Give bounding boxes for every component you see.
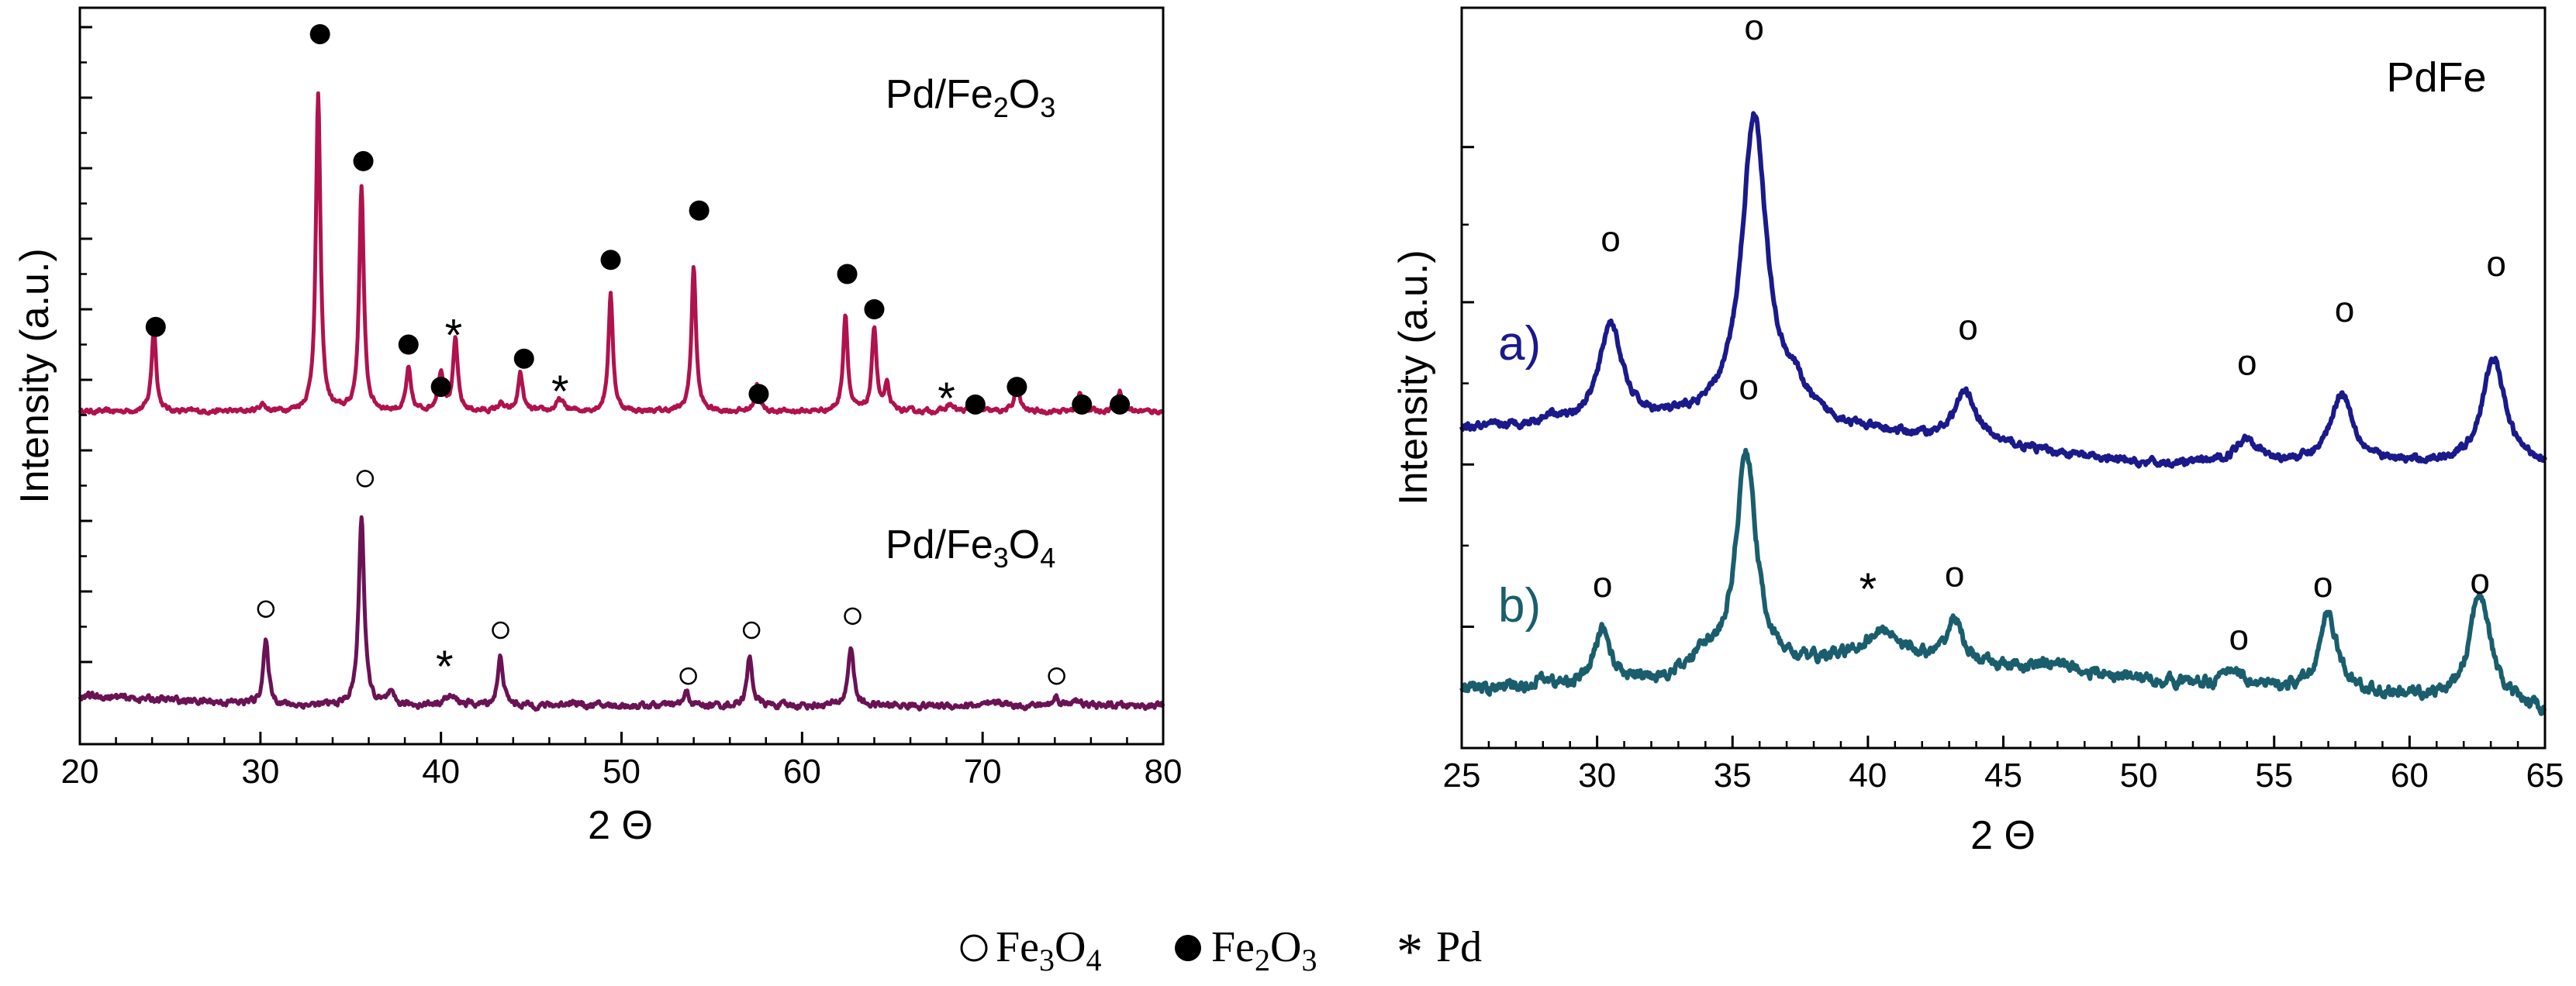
x-tick-label: 45 (1984, 757, 2022, 795)
peak-marker-fe3o4: o (1945, 553, 1965, 594)
peak-marker-fe2o3 (965, 394, 986, 415)
x-tick-label: 60 (783, 753, 821, 791)
right-peak-markers: o o o o o o o o * o o o o (1593, 7, 2506, 657)
x-tick-label: 60 (2391, 757, 2429, 795)
x-tick-label: 70 (964, 753, 1002, 791)
right-x-axis-label: 2 Θ (1970, 813, 2036, 858)
peak-marker-fe3o4: o (2237, 342, 2257, 382)
peak-marker-pd: * (551, 367, 569, 417)
left-x-axis-label: 2 Θ (588, 803, 653, 848)
right-series-group (1459, 111, 2547, 716)
series-line-1 (1459, 111, 2547, 469)
left-panel: * * * * 20 30 40 50 60 70 80 Pd/Fe2O3 Pd/Fe3O4 2 … (12, 6, 1183, 848)
peak-marker-fe2o3 (600, 250, 621, 271)
peak-marker-fe3o4: o (1739, 367, 1759, 407)
left-y-ticks (80, 26, 92, 664)
peak-marker-fe3o4: o (1601, 219, 1621, 259)
peak-marker-fe3o4 (679, 667, 697, 685)
x-tick-label: 35 (1714, 757, 1752, 795)
series-line-2 (1459, 447, 2547, 716)
right-y-axis-label: Intensity (a.u.) (1391, 250, 1436, 505)
series-label-pd-fe2o3: Pd/Fe2O3 (886, 72, 1055, 123)
left-peak-markers: * * * * (145, 24, 1131, 692)
peak-marker-fe3o4 (492, 621, 509, 640)
right-x-ticks: 25 30 35 40 45 50 55 60 65 (1443, 736, 2564, 795)
peak-marker-fe2o3 (1007, 377, 1027, 398)
peak-marker-fe3o4: o (1958, 307, 1978, 347)
peak-marker-fe2o3 (353, 150, 374, 171)
series-label-b: b) (1498, 579, 1541, 633)
peak-marker-fe3o4: o (2313, 564, 2333, 605)
peak-marker-fe3o4 (742, 621, 761, 640)
peak-marker-fe3o4 (257, 600, 275, 618)
peak-marker-fe3o4: o (2470, 560, 2490, 601)
x-tick-label: 65 (2526, 757, 2564, 795)
series-label-pd-fe3o4: Pd/Fe3O4 (886, 522, 1055, 574)
x-tick-label: 50 (603, 753, 641, 791)
peak-marker-pd: * (436, 642, 454, 692)
left-y-axis-label: Intensity (a.u.) (12, 248, 57, 503)
peak-marker-fe2o3 (398, 334, 419, 355)
peak-marker-fe3o4: o (2486, 243, 2506, 284)
legend-filled-circle-icon (1175, 935, 1201, 961)
legend-label-fe2o3: Fe2O3 (1211, 923, 1317, 977)
peak-marker-pd: * (1859, 564, 1877, 615)
peak-marker-fe3o4 (356, 470, 375, 488)
legend-open-circle-icon (960, 934, 988, 962)
peak-marker-fe3o4: o (1744, 7, 1764, 47)
peak-marker-fe3o4: o (1593, 564, 1613, 605)
peak-marker-fe2o3 (513, 348, 534, 369)
x-tick-label: 30 (1578, 757, 1616, 795)
peak-marker-fe2o3 (309, 24, 330, 45)
peak-marker-fe3o4 (1048, 667, 1065, 685)
legend-label-fe3o4: Fe3O4 (996, 923, 1101, 977)
x-tick-label: 50 (2120, 757, 2158, 795)
peak-marker-fe2o3 (1072, 394, 1093, 415)
x-tick-label: 55 (2255, 757, 2293, 795)
series-label-a: a) (1498, 317, 1541, 371)
x-tick-label: 20 (61, 753, 99, 791)
peak-marker-fe2o3 (748, 384, 769, 405)
peak-marker-fe3o4 (844, 607, 862, 626)
peak-marker-fe2o3 (145, 316, 166, 337)
x-tick-label: 30 (241, 753, 279, 791)
right-panel: o o o o o o o o * o o o o 25 30 35 40 45 50 55 60 65 PdFe a)… (1391, 6, 2564, 858)
peak-marker-fe3o4: o (2229, 617, 2250, 657)
x-tick-label: 80 (1145, 753, 1183, 791)
right-y-ticks (1462, 146, 1474, 628)
x-tick-label: 25 (1443, 757, 1481, 795)
figure-legend: Fe3O4 Fe2O3 * Pd (960, 922, 1482, 981)
series-line-2 (78, 515, 1165, 712)
peak-marker-fe2o3 (689, 200, 710, 221)
x-tick-label: 40 (1849, 757, 1887, 795)
legend-label-pd: Pd (1436, 923, 1482, 971)
peak-marker-fe3o4: o (2335, 289, 2355, 329)
right-panel-title: PdFe (2386, 54, 2486, 101)
peak-marker-fe2o3 (864, 299, 885, 319)
peak-marker-pd: * (938, 374, 955, 424)
peak-marker-fe2o3 (837, 264, 858, 284)
legend-asterisk-icon: * (1397, 922, 1423, 981)
x-tick-label: 40 (422, 753, 460, 791)
peak-marker-fe2o3 (1110, 394, 1131, 415)
peak-marker-fe2o3 (430, 377, 451, 398)
left-x-ticks: 20 30 40 50 60 70 80 (61, 732, 1183, 791)
peak-marker-pd: * (445, 310, 463, 360)
